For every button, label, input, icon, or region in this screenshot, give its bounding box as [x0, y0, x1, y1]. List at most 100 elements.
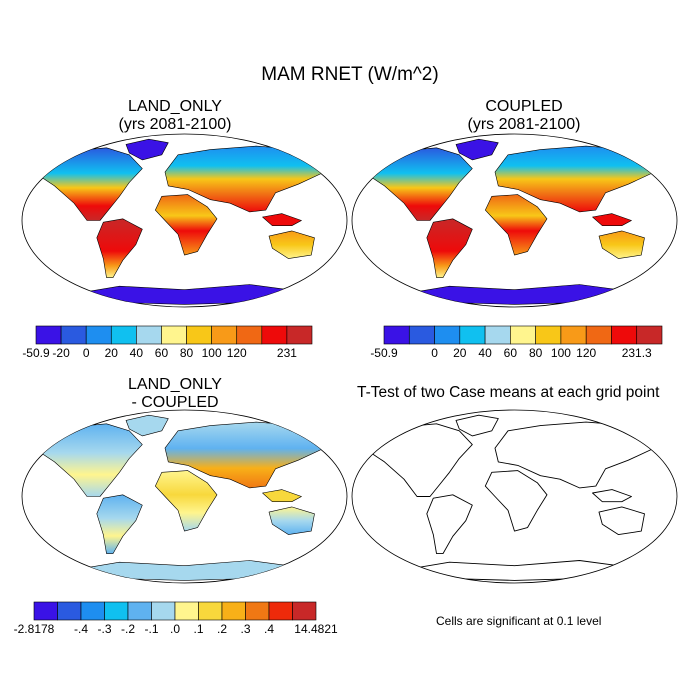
difference-colorbar-label: .2	[217, 622, 227, 636]
coupled-colorbar-swatch	[484, 325, 511, 345]
coupled-colorbar-label: -50.9	[370, 346, 398, 360]
land-only-title-line2: (yrs 2081-2100)	[118, 116, 232, 133]
land-only-greenland	[125, 138, 169, 161]
land-only-maritime	[262, 213, 302, 226]
difference-eurasia	[164, 421, 335, 489]
land-only-colorbar-swatch	[236, 325, 263, 345]
coupled-eurasia	[494, 145, 665, 213]
difference-colorbar-label: .1	[193, 622, 203, 636]
coupled-colorbar-label: 80	[529, 346, 543, 360]
land-only-colorbar-label: 60	[155, 346, 169, 360]
difference-colorbar-swatch	[268, 601, 293, 621]
coupled-colorbar-swatch	[459, 325, 486, 345]
coupled-colorbar-swatch	[585, 325, 612, 345]
difference-colorbar-swatch	[198, 601, 223, 621]
difference-colorbar-swatch	[80, 601, 105, 621]
land-only-colorbar-label: 0	[83, 346, 90, 360]
coupled-south-america	[426, 218, 473, 278]
difference-africa	[155, 470, 218, 532]
difference-colorbar-label: .0	[170, 622, 180, 636]
ttest-south-america	[426, 494, 473, 555]
land-only-colorbar-swatch	[60, 325, 87, 345]
difference-colorbar-swatch	[292, 601, 317, 621]
coupled-colorbar-label: 120	[576, 346, 596, 360]
difference-map-panel	[21, 409, 348, 584]
difference-colorbar: -2.8178 -.4 -.3 -.2 -.1 .0 .1 .2 .3 .4 14.4821	[14, 601, 338, 636]
ttest-africa	[484, 470, 548, 532]
land-only-australia	[268, 230, 315, 259]
difference-colorbar-swatch	[221, 601, 246, 621]
difference-colorbar-swatch	[33, 601, 58, 621]
coupled-australia	[598, 230, 645, 259]
difference-colorbar-swatch	[104, 601, 129, 621]
difference-colorbar-label: -.4	[74, 622, 88, 636]
land-only-colorbar-label: -50.9	[22, 346, 50, 360]
difference-title: LAND_ONLY - COUPLED	[60, 376, 290, 412]
ttest-map-outline	[351, 409, 678, 584]
difference-colorbar-label: -.1	[144, 622, 158, 636]
land-only-colorbar-label: 231	[277, 346, 297, 360]
difference-colorbar-label: -.3	[97, 622, 111, 636]
coupled-maritime	[592, 213, 632, 226]
coupled-colorbar-swatch	[383, 325, 410, 345]
difference-colorbar-label: -2.8178	[14, 622, 55, 636]
ttest-australia	[598, 506, 645, 536]
difference-colorbar-label: 14.4821	[294, 622, 338, 636]
coupled-africa	[484, 194, 548, 256]
coupled-colorbar-swatch	[636, 325, 663, 345]
coupled-colorbar-label: 100	[551, 346, 571, 360]
difference-colorbar-swatch	[127, 601, 152, 621]
land-only-colorbar-swatch	[286, 325, 313, 345]
land-only-colorbar-label: 120	[227, 346, 247, 360]
difference-colorbar-label: .3	[240, 622, 250, 636]
land-only-colorbar-swatch	[186, 325, 212, 345]
land-only-colorbar-swatch	[161, 325, 187, 345]
land-only-colorbar-swatch	[35, 325, 62, 345]
coupled-colorbar-label: 0	[431, 346, 438, 360]
land-only-colorbar-label: 20	[105, 346, 119, 360]
coupled-colorbar-label: 60	[504, 346, 518, 360]
coupled-title: COUPLED (yrs 2081-2100)	[409, 98, 639, 134]
coupled-colorbar-label: 20	[453, 346, 467, 360]
coupled-colorbar: -50.9 0 20 40 60 80 100 120 231.3	[370, 325, 663, 360]
land-only-colorbar-label: 80	[180, 346, 194, 360]
difference-colorbar-swatch	[151, 601, 176, 621]
coupled-colorbar-swatch	[560, 325, 587, 345]
difference-colorbar-label: -.2	[121, 622, 135, 636]
difference-title-line2: - COUPLED	[131, 394, 219, 411]
difference-australia	[268, 506, 315, 535]
land-only-south-america	[96, 218, 143, 278]
land-only-colorbar-swatch	[261, 325, 288, 345]
difference-colorbar-label: .4	[264, 622, 274, 636]
page-title: MAM RNET (W/m^2)	[261, 64, 439, 85]
ttest-title: T-Test of two Case means at each grid po…	[357, 384, 660, 401]
land-only-eurasia	[164, 145, 335, 213]
difference-greenland	[125, 414, 169, 437]
coupled-colorbar-swatch	[510, 325, 536, 345]
land-only-colorbar-label: -20	[52, 346, 70, 360]
difference-colorbar-swatch	[174, 601, 199, 621]
difference-title-line1: LAND_ONLY	[128, 376, 222, 393]
land-only-colorbar-label: 100	[202, 346, 222, 360]
land-only-colorbar-swatch	[85, 325, 112, 345]
coupled-title-line2: (yrs 2081-2100)	[467, 116, 581, 133]
difference-colorbar-swatch	[245, 601, 270, 621]
coupled-title-line1: COUPLED	[485, 98, 563, 115]
land-only-colorbar-swatch	[211, 325, 238, 345]
land-only-colorbar-swatch	[136, 325, 162, 345]
ttest-greenland	[455, 414, 499, 437]
coupled-colorbar-swatch	[535, 325, 562, 345]
land-only-colorbar-swatch	[110, 325, 137, 345]
land-only-map-panel	[21, 133, 348, 308]
coupled-map-panel	[351, 133, 678, 308]
difference-colorbar-swatch	[57, 601, 82, 621]
ttest-map-panel	[351, 409, 678, 584]
coupled-colorbar-swatch	[611, 325, 638, 345]
ttest-maritime	[592, 489, 632, 503]
land-only-north-america	[37, 147, 143, 221]
coupled-greenland	[455, 138, 499, 161]
land-only-colorbar: -50.9 -20 0 20 40 60 80 100 120 231	[22, 325, 313, 360]
ttest-north-america	[367, 423, 473, 497]
